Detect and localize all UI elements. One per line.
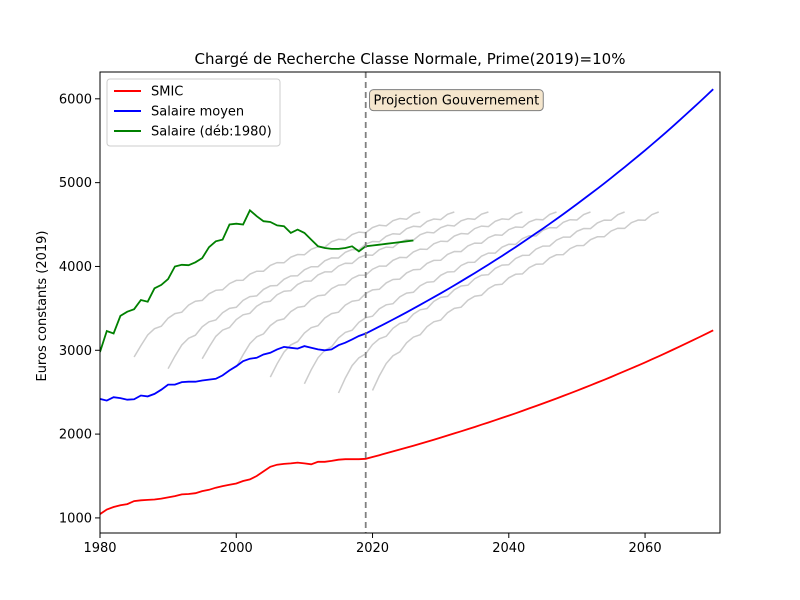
x-tick-label: 2020 <box>356 541 389 556</box>
cohort-curve <box>371 211 659 391</box>
series-line-salaire-moyen <box>100 88 714 402</box>
y-tick-label: 4000 <box>59 260 92 275</box>
axes-frame <box>99 71 721 534</box>
legend-label: Salaire (déb:1980) <box>151 125 272 140</box>
legend-frame <box>106 78 281 147</box>
y-axis-label: Euros constants (2019) <box>35 230 50 381</box>
x-tick-label: 1980 <box>83 541 116 556</box>
series-line-smic <box>100 329 714 515</box>
cohort-curve <box>269 211 557 378</box>
cohort-curves <box>133 211 659 394</box>
x-tick-label: 2000 <box>220 541 253 556</box>
y-tick-label: 2000 <box>59 428 92 443</box>
cohort-curve <box>303 211 591 385</box>
series-lines <box>100 88 714 515</box>
legend-label: Salaire moyen <box>151 105 244 120</box>
cohort-curve <box>133 211 421 358</box>
annotation-projection: Projection Gouvernement <box>369 89 544 112</box>
legend: SMIC Salaire moyen Salaire (déb:1980) <box>106 78 281 147</box>
cohort-curve <box>337 211 625 394</box>
y-tick-label: 6000 <box>59 92 92 107</box>
cohort-curve <box>235 211 523 368</box>
chart-title: Chargé de Recherche Classe Normale, Prim… <box>195 50 626 68</box>
legend-label: SMIC <box>151 85 183 100</box>
y-tick-label: 5000 <box>59 176 92 191</box>
x-tick-label: 2040 <box>492 541 525 556</box>
cohort-curve <box>167 211 455 370</box>
annotation-label: Projection Gouvernement <box>374 94 540 109</box>
x-tick-label: 2060 <box>629 541 662 556</box>
y-tick-label: 3000 <box>59 344 92 359</box>
series-line-salaire-d-b-1980- <box>100 208 414 353</box>
cohort-curve <box>201 211 489 360</box>
y-tick-label: 1000 <box>59 511 92 526</box>
